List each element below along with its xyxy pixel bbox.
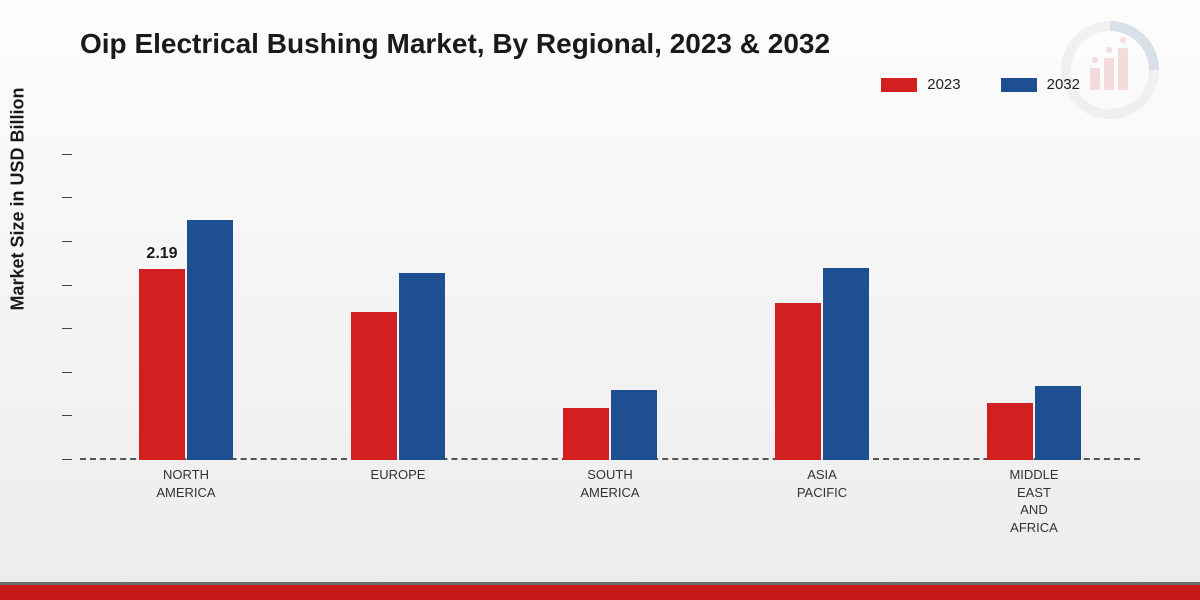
y-tick [62,154,72,155]
category-label: NORTH AMERICA [126,466,246,536]
y-tick [62,241,72,242]
category-labels: NORTH AMERICA EUROPE SOUTH AMERICA ASIA PAC… [80,466,1140,536]
legend-item-2023: 2023 [881,76,960,93]
category-label: SOUTH AMERICA [550,466,670,536]
bar [775,303,821,460]
bar-group [775,268,869,460]
bar-group: 2.19 [139,220,233,460]
bar [823,268,869,460]
y-tick [62,197,72,198]
bar [611,390,657,460]
legend-label-2023: 2023 [927,76,960,93]
y-tick [62,459,72,460]
bar [187,220,233,460]
bar [351,312,397,460]
footer-bar [0,582,1200,600]
y-tick [62,415,72,416]
bar-group [351,273,445,460]
legend-swatch-2023 [881,78,917,92]
bar [563,408,609,460]
chart-plot-area: 2.19 [80,120,1140,460]
y-axis-label: Market Size in USD Billion [8,87,29,310]
bar [1035,386,1081,460]
category-label: MIDDLE EAST AND AFRICA [974,466,1094,536]
watermark-logo [1060,20,1160,120]
y-tick-area [56,120,76,460]
y-tick [62,372,72,373]
bar-groups: 2.19 [80,120,1140,460]
legend-item-2032: 2032 [1001,76,1080,93]
bar-group [563,390,657,460]
y-tick [62,328,72,329]
legend: 2023 2032 [881,76,1080,93]
bar-value-label: 2.19 [146,245,177,263]
category-label: ASIA PACIFIC [762,466,882,536]
category-label: EUROPE [338,466,458,536]
bar [987,403,1033,460]
chart-title: Oip Electrical Bushing Market, By Region… [80,28,830,60]
legend-swatch-2032 [1001,78,1037,92]
bar: 2.19 [139,269,185,460]
y-tick [62,285,72,286]
bar-group [987,386,1081,460]
bar [399,273,445,460]
legend-label-2032: 2032 [1047,76,1080,93]
